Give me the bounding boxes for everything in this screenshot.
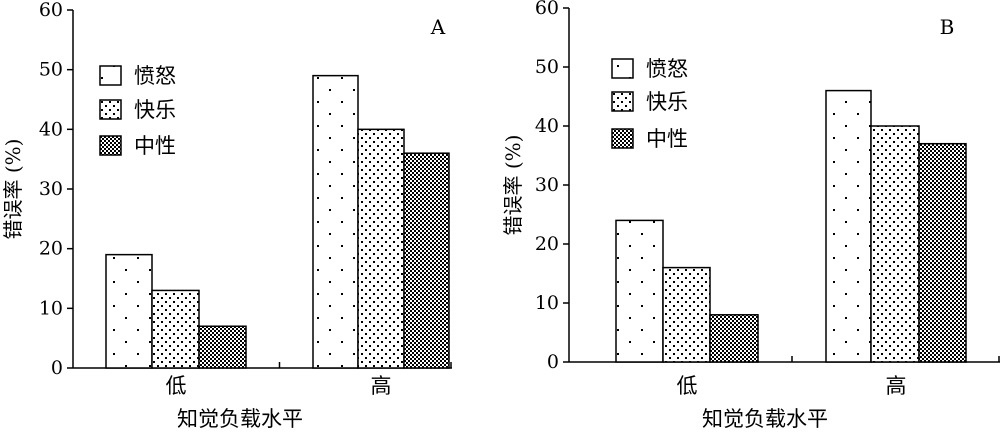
y-tick-label: 0: [547, 351, 559, 373]
bar-dense-dots-0: [151, 289, 200, 369]
y-axis-label: 错误率 (%): [501, 135, 525, 236]
y-tick-label: 50: [39, 59, 63, 81]
y-tick-label: 40: [39, 118, 63, 140]
y-tick-label: 50: [535, 56, 559, 78]
legend-label: 愤怒: [134, 64, 176, 88]
y-tick-label: 10: [535, 292, 559, 314]
legend-label: 快乐: [646, 90, 688, 114]
bar-sparse-dots-1: [825, 89, 872, 363]
legend-label: 愤怒: [646, 57, 688, 81]
x-category-label: 高: [886, 374, 907, 398]
x-axis-label: 知觉负载水平: [702, 407, 828, 431]
legend-swatch: [611, 128, 634, 149]
legend-swatch: [99, 135, 122, 156]
bar-dense-dots-0: [662, 266, 711, 363]
legend-label: 快乐: [134, 98, 176, 122]
y-tick-label: 20: [535, 233, 559, 255]
bar-dense-dots-1: [357, 128, 405, 369]
legend-swatch: [99, 99, 122, 120]
y-tick-label: 60: [535, 0, 559, 19]
y-tick-label: 0: [51, 357, 63, 379]
bar-sparse-dots-0: [105, 253, 153, 369]
y-tick-label: 20: [39, 238, 63, 260]
x-category-label: 高: [371, 374, 392, 398]
bar-crosshatch-1: [403, 152, 450, 369]
legend-swatch: [611, 58, 634, 79]
bar-crosshatch-1: [918, 142, 967, 363]
panel-letter: A: [430, 15, 446, 39]
x-axis-label: 知觉负载水平: [177, 407, 303, 431]
x-category-label: 低: [166, 374, 187, 398]
panel-letter: B: [940, 15, 955, 39]
legend-label: 中性: [646, 127, 688, 151]
y-axis-label: 错误率 (%): [1, 139, 25, 240]
y-tick-label: 30: [39, 178, 63, 200]
legend-label: 中性: [134, 134, 176, 158]
legend-swatch: [99, 65, 122, 86]
legend-swatch: [611, 91, 634, 112]
y-tick-label: 30: [535, 174, 559, 196]
y-tick-label: 40: [535, 115, 559, 137]
bar-crosshatch-0: [709, 314, 759, 363]
x-category-label: 低: [677, 374, 698, 398]
bar-sparse-dots-0: [615, 219, 664, 363]
y-tick-label: 60: [39, 0, 63, 21]
y-tick-label: 10: [39, 297, 63, 319]
bar-sparse-dots-1: [312, 74, 359, 369]
bar-crosshatch-0: [198, 325, 247, 369]
bar-dense-dots-1: [870, 125, 920, 363]
